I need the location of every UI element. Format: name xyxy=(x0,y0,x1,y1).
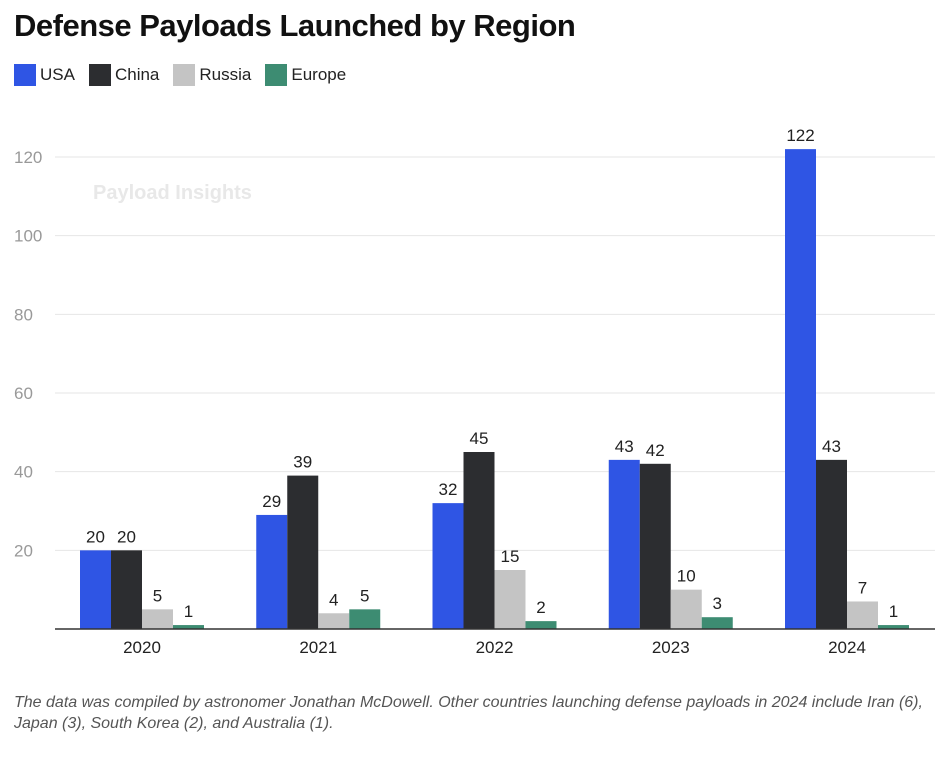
x-tick-label: 2022 xyxy=(476,638,514,657)
legend-swatch xyxy=(14,64,36,86)
data-label: 43 xyxy=(822,437,841,456)
data-label: 29 xyxy=(262,492,281,511)
legend-swatch xyxy=(265,64,288,86)
data-label: 42 xyxy=(646,441,665,460)
bar-china xyxy=(287,475,319,629)
data-label: 5 xyxy=(153,586,162,605)
y-tick-label: 40 xyxy=(14,463,33,482)
bar-russia xyxy=(142,609,173,629)
bar-usa xyxy=(80,550,111,629)
data-label: 39 xyxy=(293,453,312,472)
legend-item: Russia xyxy=(173,64,251,86)
data-label: 7 xyxy=(858,578,867,597)
bar-russia xyxy=(494,570,526,629)
bar-europe xyxy=(878,625,909,629)
data-label: 45 xyxy=(470,429,489,448)
y-tick-label: 60 xyxy=(14,384,33,403)
watermark: Payload Insights xyxy=(93,182,252,204)
data-label: 4 xyxy=(329,590,338,609)
data-label: 1 xyxy=(184,602,193,621)
legend-item: USA xyxy=(14,64,75,86)
y-tick-label: 120 xyxy=(14,148,42,167)
bar-europe xyxy=(525,621,557,629)
x-tick-label: 2021 xyxy=(299,638,337,657)
bar-russia xyxy=(318,613,350,629)
data-label: 2 xyxy=(536,598,545,617)
bar-china xyxy=(463,452,495,629)
legend-swatch xyxy=(173,64,196,86)
data-label: 20 xyxy=(117,527,136,546)
bar-usa xyxy=(256,514,288,629)
y-tick-label: 100 xyxy=(14,227,42,246)
bar-europe xyxy=(173,625,204,629)
legend-item: China xyxy=(88,64,160,86)
x-tick-label: 2020 xyxy=(123,638,161,657)
bar-europe xyxy=(349,609,381,629)
y-tick-label: 80 xyxy=(14,305,33,324)
data-label: 122 xyxy=(786,126,814,145)
data-label: 1 xyxy=(889,602,898,621)
data-label: 32 xyxy=(439,480,458,499)
legend-label: Europe xyxy=(291,65,347,84)
legend-label: Russia xyxy=(199,65,252,84)
data-label: 10 xyxy=(677,567,696,586)
legend-item: Europe xyxy=(265,64,346,86)
bar-china xyxy=(639,463,671,629)
chart-note: The data was compiled by astronomer Jona… xyxy=(14,694,923,732)
bar-russia xyxy=(670,589,702,629)
bar-usa xyxy=(608,459,640,629)
legend-label: China xyxy=(114,65,160,84)
bar-usa xyxy=(785,149,816,629)
bar-russia xyxy=(847,601,878,629)
bar-europe xyxy=(701,617,733,629)
y-tick-label: 20 xyxy=(14,541,33,560)
x-tick-label: 2023 xyxy=(652,638,690,657)
data-label: 5 xyxy=(360,586,369,605)
bar-china xyxy=(111,550,142,629)
data-label: 15 xyxy=(501,547,520,566)
data-label: 3 xyxy=(713,594,722,613)
data-label: 43 xyxy=(615,437,634,456)
legend-label: USA xyxy=(40,65,75,84)
legend-swatch xyxy=(88,64,111,86)
legend: USA China Russia Europe xyxy=(14,64,346,86)
data-label: 20 xyxy=(86,527,105,546)
bar-usa xyxy=(432,503,464,629)
x-tick-label: 2024 xyxy=(828,638,866,657)
bar-china xyxy=(816,459,847,629)
chart-title: Defense Payloads Launched by Region xyxy=(14,8,576,43)
